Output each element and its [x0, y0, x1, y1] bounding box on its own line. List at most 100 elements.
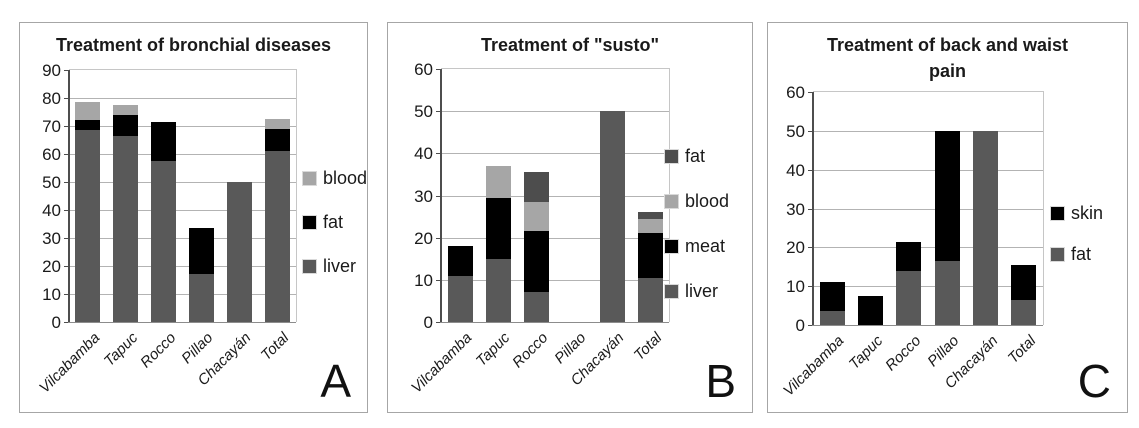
- legend-swatch-meat: [664, 238, 679, 254]
- legend-swatch-blood: [664, 193, 679, 209]
- chart-panel-c: Treatment of back and waist pain 0 10 20 30 4…: [767, 22, 1128, 413]
- legend-a: blood fat liver: [302, 169, 367, 275]
- y-axis-tick-mark: [436, 279, 441, 281]
- legend-item-skin: skin: [1050, 204, 1103, 222]
- gridline-y50: [813, 130, 1043, 132]
- y-axis-tick-mark: [64, 98, 69, 99]
- bar-vilcabamba-liver: [447, 275, 473, 322]
- bar-chacayán-liver: [226, 182, 252, 322]
- y-axis-tick-mark: [64, 126, 69, 127]
- y-axis-tick-label: 50: [786, 121, 805, 141]
- legend-label-liver: liver: [323, 256, 357, 276]
- chart-title-b: Treatment of "susto": [388, 32, 752, 58]
- panel-letter-a: A: [320, 355, 351, 407]
- y-axis-tick-mark: [808, 130, 813, 132]
- y-axis-tick-label: 70: [42, 117, 61, 136]
- y-axis-line-c: [812, 92, 814, 325]
- y-axis-tick-label: 60: [414, 60, 433, 79]
- gridline-y10: [441, 279, 669, 281]
- gridline-y30: [813, 208, 1043, 210]
- legend-label-fat: fat: [1071, 244, 1092, 264]
- y-axis-tick-label: 50: [414, 102, 433, 122]
- bar-total-fat: [637, 212, 663, 219]
- legend-label-liver: liver: [685, 281, 719, 301]
- chart-title-text-b: Treatment of "susto": [480, 35, 660, 55]
- y-axis-tick-mark: [808, 169, 813, 171]
- y-axis-tick-mark: [808, 208, 813, 210]
- bar-total-fat: [1011, 299, 1037, 325]
- bar-rocco-fat: [896, 270, 922, 325]
- y-axis-tick-mark: [436, 322, 441, 323]
- bar-pillao-skin: [934, 130, 960, 261]
- y-axis-tick-label: 90: [42, 61, 61, 80]
- y-axis-tick-mark: [436, 69, 441, 70]
- y-axis-tick-mark: [436, 153, 441, 155]
- bar-pillao-fat: [188, 228, 214, 275]
- gridline-y40: [441, 153, 669, 155]
- gridline-y30: [441, 195, 669, 197]
- plot-area-c: 0 10 20 30 40 50 60 Vilcabamba Tapuc Rocco Pillao C…: [780, 84, 1044, 400]
- gridline-y10: [813, 286, 1043, 288]
- legend-item-meat: meat: [664, 237, 729, 255]
- bar-vilcabamba-skin: [819, 282, 845, 312]
- y-axis-tick-label: 30: [786, 199, 805, 219]
- gridline-y20: [441, 237, 669, 239]
- y-axis-tick-label: 30: [42, 229, 61, 248]
- legend-label-skin: skin: [1071, 203, 1104, 223]
- plot-area-a: 0 10 20 30 40 50 60 70 80 90 Vilcabamba Tapuc Rocco P…: [36, 62, 297, 397]
- y-axis-tick-label: 60: [42, 145, 61, 164]
- legend-label-blood: blood: [323, 168, 368, 188]
- gridline-y40: [69, 210, 296, 211]
- gridline-y60: [69, 154, 296, 155]
- y-axis-line-b: [440, 69, 442, 322]
- y-axis-tick-mark: [436, 195, 441, 197]
- y-axis-tick-label: 10: [42, 285, 61, 304]
- bar-vilcabamba-blood: [75, 102, 101, 121]
- legend-item-fat: fat: [302, 213, 367, 231]
- y-axis-tick-mark: [64, 322, 69, 323]
- y-axis-tick-mark: [808, 92, 813, 93]
- y-axis-tick-label: 50: [42, 173, 61, 192]
- gridline-y10: [69, 294, 296, 295]
- legend-swatch-fat: [302, 214, 317, 230]
- y-axis-tick-mark: [808, 247, 813, 249]
- gridline-y20: [69, 266, 296, 267]
- bar-total-liver: [637, 277, 663, 322]
- legend-item-liver: liver: [302, 257, 367, 275]
- y-axis-tick-mark: [436, 111, 441, 113]
- bar-rocco-skin: [896, 241, 922, 271]
- bar-tapuc-liver: [485, 258, 511, 322]
- legend-item-fat: fat: [664, 147, 729, 165]
- bar-total-liver: [264, 151, 290, 322]
- bar-rocco-liver: [151, 161, 177, 322]
- x-axis-line-a: [68, 322, 296, 323]
- y-axis-tick-mark: [64, 294, 69, 295]
- y-axis-line-a: [68, 70, 70, 322]
- legend-swatch-skin: [1050, 205, 1065, 221]
- y-axis-tick-label: 10: [414, 270, 433, 290]
- y-axis-tick-mark: [808, 325, 813, 326]
- y-axis-tick-mark: [64, 154, 69, 155]
- y-axis-tick-mark: [64, 70, 69, 71]
- y-axis-tick-label: 60: [786, 83, 805, 102]
- chart-title-c: Treatment of back and waist pain: [768, 32, 1127, 84]
- bar-tapuc-meat: [485, 197, 511, 259]
- bar-chacayán-liver: [599, 111, 625, 322]
- legend-swatch-liver: [302, 258, 317, 274]
- plot-area-b: 0 10 20 30 40 50 60 Vilcabamba Tapuc Rocco Pillao C…: [408, 61, 670, 397]
- legend-label-fat: fat: [685, 146, 706, 166]
- y-axis-tick-label: 20: [786, 238, 805, 258]
- gridline-y50: [441, 111, 669, 113]
- legend-swatch-liver: [664, 283, 679, 299]
- bar-rocco-fat: [151, 121, 177, 161]
- y-axis-tick-label: 0: [423, 313, 433, 332]
- panel-letter-b: B: [705, 355, 736, 407]
- legend-c: skin fat: [1050, 204, 1103, 263]
- bar-tapuc-liver: [113, 135, 139, 322]
- bar-tapuc-blood: [113, 105, 139, 115]
- chart-title-text-c: Treatment of back and waist pain: [826, 35, 1069, 82]
- y-axis-tick-mark: [64, 210, 69, 211]
- chart-title-text-a: Treatment of bronchial diseases: [55, 35, 332, 55]
- y-axis-tick-label: 20: [42, 257, 61, 276]
